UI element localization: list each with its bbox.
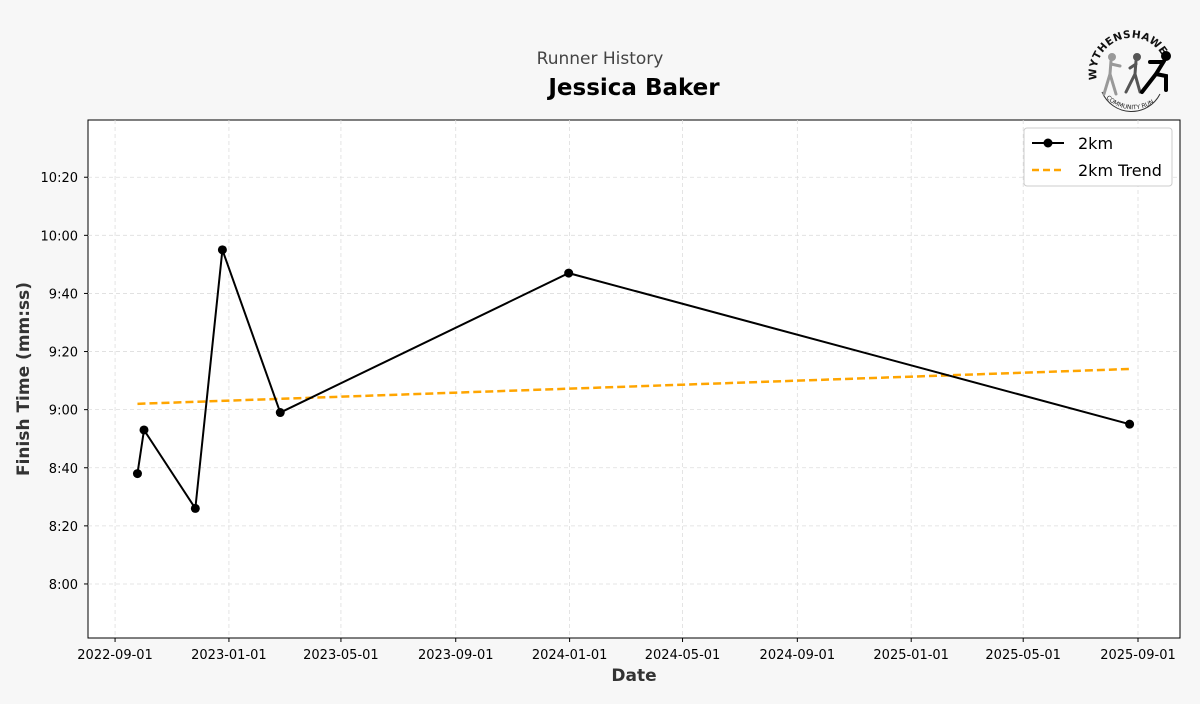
legend: 2km 2km Trend bbox=[1023, 127, 1173, 187]
legend-label-2km: 2km bbox=[1078, 134, 1113, 153]
x-tick-label: 2022-09-01 bbox=[77, 648, 153, 663]
x-tick-label: 2023-09-01 bbox=[418, 648, 494, 663]
y-tick-label: 10:20 bbox=[41, 171, 78, 186]
y-axis-ticks: 8:00 8:20 8:40 9:00 9:20 9:40 10:00 10:20 bbox=[41, 171, 88, 593]
y-tick-label: 9:40 bbox=[49, 287, 78, 302]
x-tick-label: 2024-05-01 bbox=[645, 648, 721, 663]
x-axis-ticks: 2022-09-01 2023-01-01 2023-05-01 2023-09-01… bbox=[77, 638, 1176, 663]
legend-marker-2km bbox=[1043, 138, 1053, 148]
chart-title: Jessica Baker bbox=[546, 75, 720, 101]
data-point-2km bbox=[190, 503, 200, 513]
y-tick-label: 8:20 bbox=[49, 520, 78, 535]
y-tick-label: 8:00 bbox=[49, 578, 78, 593]
x-tick-label: 2025-01-01 bbox=[873, 648, 949, 663]
data-point-2km bbox=[132, 469, 142, 479]
plot-area bbox=[87, 119, 1181, 639]
x-tick-label: 2025-05-01 bbox=[985, 648, 1061, 663]
data-point-2km bbox=[1125, 419, 1135, 429]
x-tick-label: 2024-09-01 bbox=[760, 648, 836, 663]
x-tick-label: 2023-01-01 bbox=[191, 648, 267, 663]
data-point-2km bbox=[564, 268, 574, 278]
x-tick-label: 2025-09-01 bbox=[1100, 648, 1176, 663]
x-tick-label: 2023-05-01 bbox=[303, 648, 379, 663]
series-layer bbox=[132, 245, 1135, 513]
data-point-2km bbox=[275, 408, 285, 418]
x-tick-label: 2024-01-01 bbox=[532, 648, 608, 663]
y-tick-label: 9:00 bbox=[49, 404, 78, 419]
trend-line-2km bbox=[137, 367, 1130, 406]
legend-label-trend: 2km Trend bbox=[1078, 161, 1162, 180]
grid-lines bbox=[88, 120, 1180, 638]
y-tick-label: 10:00 bbox=[41, 229, 78, 244]
data-point-2km bbox=[139, 425, 149, 435]
club-logo: WYTHENSHAWE COMMUNITY RUN bbox=[1087, 29, 1171, 112]
x-axis-label: Date bbox=[611, 666, 656, 686]
chart-subtitle: Runner History bbox=[537, 49, 664, 69]
data-point-2km bbox=[217, 245, 227, 255]
svg-text:COMMUNITY RUN: COMMUNITY RUN bbox=[1105, 94, 1156, 111]
y-axis-label: Finish Time (mm:ss) bbox=[14, 282, 34, 476]
y-tick-label: 9:20 bbox=[49, 346, 78, 361]
y-tick-label: 8:40 bbox=[49, 462, 78, 477]
